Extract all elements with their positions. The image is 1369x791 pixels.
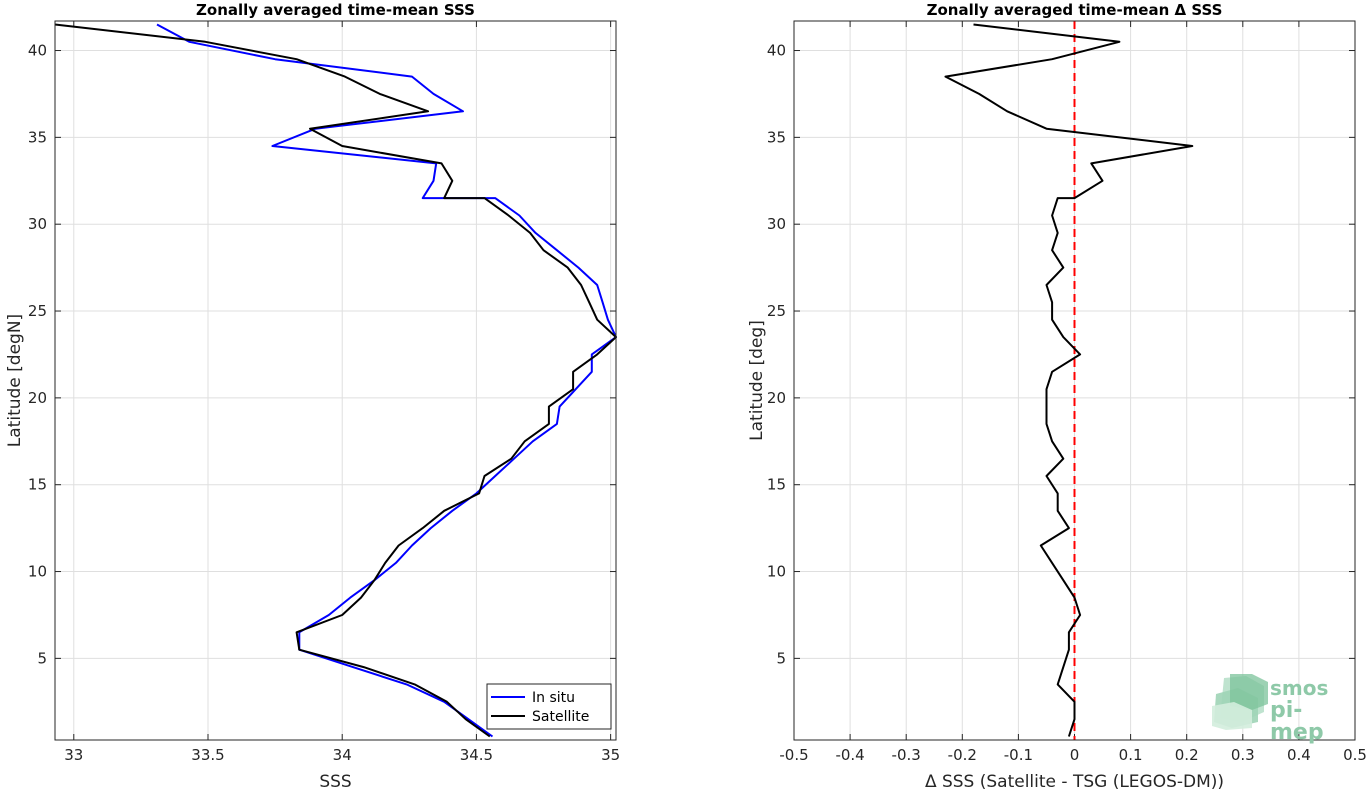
left-y-tick-label: 15 bbox=[28, 476, 47, 494]
left-x-tick-label: 33.5 bbox=[191, 746, 224, 764]
right-x-tick-label: 0.3 bbox=[1231, 746, 1255, 764]
left-y-tick-label: 10 bbox=[28, 563, 47, 581]
left-series-in-situ-0 bbox=[156, 23, 617, 738]
right-chart-title: Zonally averaged time-mean Δ SSS bbox=[927, 1, 1223, 19]
logo-line1: smos bbox=[1270, 676, 1329, 700]
right-x-tick-label: -0.2 bbox=[948, 746, 977, 764]
right-y-tick-label: 25 bbox=[767, 302, 786, 320]
right-y-tick-label: 30 bbox=[767, 215, 786, 233]
right-x-tick-label: -0.4 bbox=[835, 746, 864, 764]
left-y-tick-label: 35 bbox=[28, 128, 47, 146]
right-chart: -0.5 -0.4 -0.3 -0.2 -0.1 0 0.1 0.2 0.3 0.4 0.5 5 10 1… bbox=[747, 1, 1367, 791]
left-legend: In situ Satellite bbox=[486, 683, 612, 730]
left-x-tick-label: 33 bbox=[64, 746, 83, 764]
right-y-tick-label: 15 bbox=[767, 476, 786, 494]
smos-pi-mep-logo: smos pi-mep bbox=[1212, 672, 1352, 744]
right-y-axis-label: Latitude [deg] bbox=[747, 320, 767, 441]
right-x-tick-label: 0.4 bbox=[1287, 746, 1311, 764]
right-y-tick-label: 10 bbox=[767, 563, 786, 581]
right-x-tick-label: -0.5 bbox=[779, 746, 808, 764]
left-y-tick-label: 5 bbox=[37, 649, 47, 667]
right-x-tick-label: 0 bbox=[1070, 746, 1080, 764]
left-y-tick-label: 20 bbox=[28, 389, 47, 407]
left-y-axis-label: Latitude [degN] bbox=[5, 314, 25, 447]
right-x-tick-label: 0.5 bbox=[1343, 746, 1367, 764]
left-x-tick-label: 34.5 bbox=[460, 746, 493, 764]
logo-line2: pi-mep bbox=[1270, 698, 1324, 745]
left-chart: 33 33.5 34 34.5 35 5 10 15 20 25 30 35 40 Zonally ave… bbox=[5, 1, 620, 791]
right-x-tick-label: -0.1 bbox=[1004, 746, 1033, 764]
left-y-tick-label: 30 bbox=[28, 215, 47, 233]
left-x-tick-label: 34 bbox=[333, 746, 352, 764]
left-axes-box bbox=[54, 20, 617, 741]
right-y-tick-label: 35 bbox=[767, 128, 786, 146]
left-y-tick-label: 40 bbox=[28, 42, 47, 60]
right-x-tick-label: 0.2 bbox=[1175, 746, 1199, 764]
legend-box bbox=[486, 683, 612, 730]
right-x-tick-label: -0.3 bbox=[892, 746, 921, 764]
right-y-tick-label: 5 bbox=[776, 649, 786, 667]
right-x-tick-label: 0.1 bbox=[1119, 746, 1143, 764]
logo-waves-icon bbox=[1212, 674, 1268, 730]
left-series-satellite-1 bbox=[54, 23, 617, 738]
right-y-tick-label: 40 bbox=[767, 42, 786, 60]
right-axes-box bbox=[793, 20, 1356, 741]
legend-label: In situ bbox=[532, 690, 575, 706]
left-x-tick-label: 35 bbox=[601, 746, 620, 764]
left-y-tick-label: 25 bbox=[28, 302, 47, 320]
left-chart-title: Zonally averaged time-mean SSS bbox=[196, 1, 475, 19]
left-plot-area bbox=[55, 21, 616, 740]
right-series-line-0 bbox=[944, 23, 1194, 737]
right-x-axis-label: Δ SSS (Satellite - TSG (LEGOS-DM)) bbox=[925, 772, 1224, 791]
left-x-axis-label: SSS bbox=[319, 772, 351, 791]
right-y-tick-label: 20 bbox=[767, 389, 786, 407]
legend-label: Satellite bbox=[532, 709, 589, 725]
